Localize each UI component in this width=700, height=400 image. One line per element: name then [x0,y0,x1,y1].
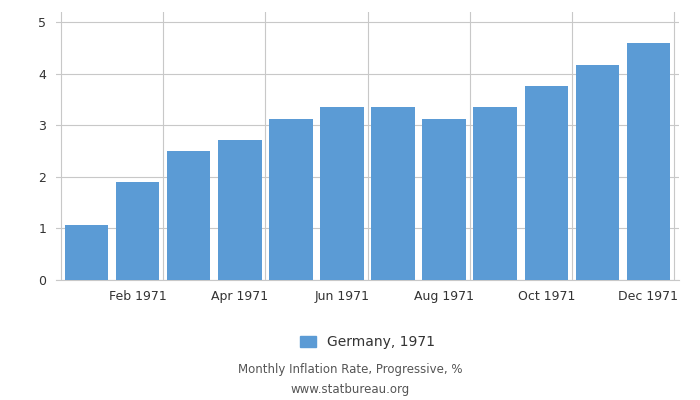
Bar [422,119,466,280]
Bar [371,107,414,280]
Bar [524,86,568,280]
Text: www.statbureau.org: www.statbureau.org [290,384,410,396]
Bar [270,119,313,280]
Bar [167,151,211,280]
Bar [116,182,160,280]
Bar [321,107,364,280]
Bar [218,140,262,280]
Bar [575,65,619,280]
Bar [473,107,517,280]
Bar [65,225,108,280]
Bar [626,43,670,280]
Text: Monthly Inflation Rate, Progressive, %: Monthly Inflation Rate, Progressive, % [238,364,462,376]
Legend: Germany, 1971: Germany, 1971 [294,330,441,355]
